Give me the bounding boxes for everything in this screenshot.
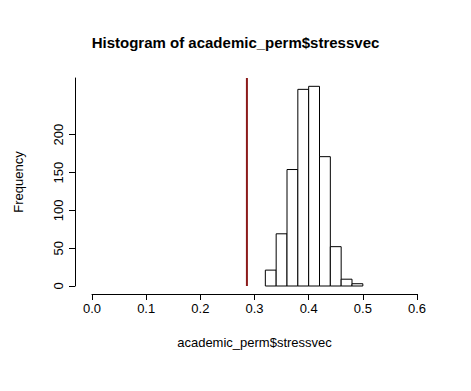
- svg-text:150: 150: [51, 162, 66, 184]
- svg-text:0.3: 0.3: [245, 301, 263, 316]
- svg-text:0.5: 0.5: [354, 301, 372, 316]
- svg-text:0.1: 0.1: [137, 301, 155, 316]
- svg-text:0: 0: [51, 282, 66, 289]
- svg-text:Histogram of academic_perm$str: Histogram of academic_perm$stressvec: [92, 34, 380, 51]
- svg-text:0.4: 0.4: [300, 301, 318, 316]
- svg-text:academic_perm$stressvec: academic_perm$stressvec: [177, 335, 332, 350]
- svg-text:Frequency: Frequency: [11, 151, 26, 213]
- svg-text:0.6: 0.6: [408, 301, 426, 316]
- svg-text:0.2: 0.2: [191, 301, 209, 316]
- svg-text:200: 200: [51, 124, 66, 146]
- svg-text:0.0: 0.0: [83, 301, 101, 316]
- svg-text:100: 100: [51, 200, 66, 222]
- svg-text:50: 50: [51, 241, 66, 255]
